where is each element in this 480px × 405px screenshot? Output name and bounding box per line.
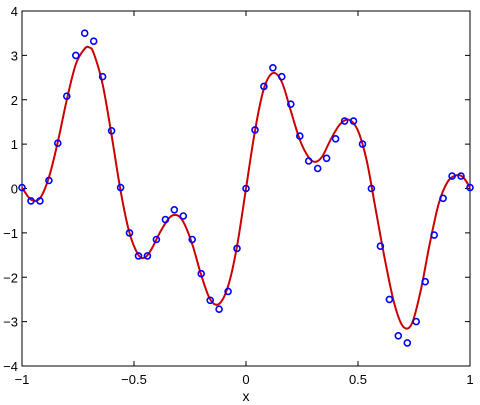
data-point xyxy=(457,172,465,180)
data-point xyxy=(107,127,116,135)
data-point xyxy=(224,287,232,296)
data-point xyxy=(179,212,188,220)
data-point xyxy=(161,215,170,224)
data-point xyxy=(36,197,44,205)
data-point xyxy=(27,197,35,205)
y-tick-label: 3 xyxy=(11,48,18,63)
data-point xyxy=(349,117,358,125)
data-point xyxy=(367,184,376,193)
data-point xyxy=(143,252,152,260)
y-tick-label: −2 xyxy=(3,270,18,285)
data-point xyxy=(439,194,447,203)
data-point xyxy=(125,229,134,237)
data-point xyxy=(45,176,53,185)
data-point xyxy=(80,29,89,38)
data-point xyxy=(260,82,268,91)
data-point xyxy=(421,277,430,286)
data-point xyxy=(206,296,214,305)
y-tick-label: −3 xyxy=(3,315,18,330)
x-axis-label: x xyxy=(243,388,250,404)
data-point xyxy=(197,269,205,278)
y-tick-label: −4 xyxy=(3,359,18,374)
fitted-curve xyxy=(21,45,471,330)
data-point xyxy=(448,172,456,180)
y-tick-label: 0 xyxy=(11,182,18,197)
data-point xyxy=(152,235,161,244)
data-point xyxy=(313,164,322,173)
data-point xyxy=(466,183,474,192)
x-tick-label: 1 xyxy=(466,372,473,387)
data-markers xyxy=(18,29,474,347)
data-point xyxy=(376,242,385,250)
data-point xyxy=(53,139,62,147)
data-point xyxy=(412,317,421,326)
data-point xyxy=(331,135,340,143)
data-point xyxy=(63,92,71,100)
data-point xyxy=(340,117,349,125)
data-point xyxy=(304,157,313,165)
data-point xyxy=(72,51,80,60)
data-point xyxy=(242,184,250,193)
data-point xyxy=(430,231,439,239)
data-point xyxy=(385,295,394,304)
data-point xyxy=(358,140,367,148)
data-point xyxy=(98,72,107,81)
y-tick-label: 4 xyxy=(11,4,18,19)
data-point xyxy=(188,235,196,244)
tick-labels: −1 −0.5 0 0.5 1 −4 −3 −2 −1 0 1 2 3 4 xyxy=(3,4,473,387)
y-tick-label: 1 xyxy=(11,137,18,152)
y-tick-label: −1 xyxy=(3,226,18,241)
y-tick-label: 2 xyxy=(11,93,18,108)
data-point xyxy=(233,244,241,253)
data-point xyxy=(134,252,143,260)
data-point xyxy=(322,154,331,163)
data-point xyxy=(286,100,295,108)
data-point xyxy=(269,64,277,72)
data-point xyxy=(18,183,26,192)
data-point xyxy=(116,183,125,192)
data-point xyxy=(394,331,403,340)
data-point xyxy=(403,339,412,347)
data-point xyxy=(170,206,179,214)
x-tick-label: 0 xyxy=(242,372,249,387)
data-point xyxy=(295,132,304,140)
data-point xyxy=(277,72,286,81)
x-tick-label: −0.5 xyxy=(121,372,147,387)
data-point xyxy=(215,305,223,314)
data-point xyxy=(251,126,259,134)
x-tick-label: −1 xyxy=(15,372,30,387)
data-point xyxy=(89,37,98,46)
x-tick-label: 0.5 xyxy=(349,372,367,387)
